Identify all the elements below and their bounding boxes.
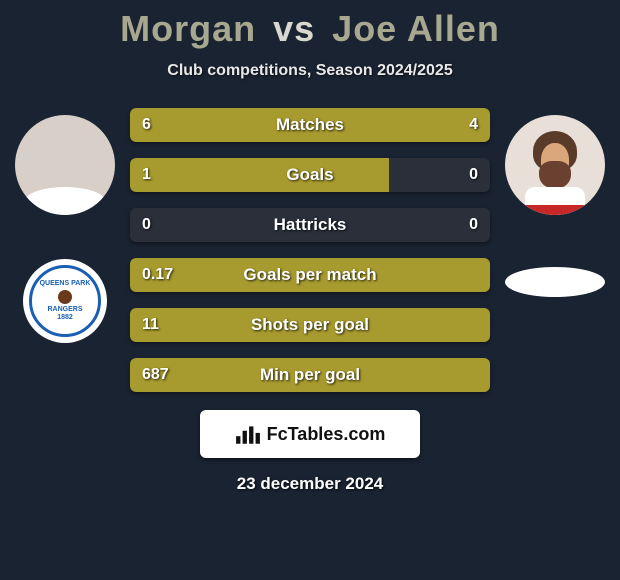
page-title: Morgan vs Joe Allen: [0, 8, 620, 50]
player-right-column: [500, 115, 610, 297]
crest-top-text: QUEENS PARK: [40, 280, 91, 288]
header: Morgan vs Joe Allen Club competitions, S…: [0, 0, 620, 80]
subtitle: Club competitions, Season 2024/2025: [0, 62, 620, 80]
stat-row: 11Shots per goal: [130, 308, 490, 342]
chart-bars-icon: [235, 423, 261, 445]
club-crest-left: QUEENS PARK RANGERS 1882: [23, 259, 107, 343]
stat-row: 0.17Goals per match: [130, 258, 490, 292]
stat-label: Goals: [130, 158, 490, 192]
title-player1: Morgan: [120, 8, 256, 49]
stat-row: 6Matches4: [130, 108, 490, 142]
title-vs: vs: [273, 8, 315, 49]
stat-label: Goals per match: [130, 258, 490, 292]
stat-label: Shots per goal: [130, 308, 490, 342]
attribution-text: FcTables.com: [267, 424, 386, 445]
player-left-photo: [15, 115, 115, 215]
stat-label: Min per goal: [130, 358, 490, 392]
stat-row: 0Hattricks0: [130, 208, 490, 242]
stat-value-right: 0: [469, 158, 478, 192]
player-left-column: QUEENS PARK RANGERS 1882: [10, 115, 120, 343]
title-player2: Joe Allen: [332, 8, 500, 49]
photo-placeholder-icon: [25, 187, 105, 215]
stat-value-right: 4: [469, 108, 478, 142]
player-right-photo: [505, 115, 605, 215]
stat-bars: 6Matches41Goals00Hattricks00.17Goals per…: [130, 108, 490, 392]
stat-row: 1Goals0: [130, 158, 490, 192]
attribution-badge: FcTables.com: [200, 410, 420, 458]
stat-label: Hattricks: [130, 208, 490, 242]
club-crest-right-placeholder: [505, 267, 605, 297]
stat-value-right: 0: [469, 208, 478, 242]
stat-label: Matches: [130, 108, 490, 142]
stat-row: 687Min per goal: [130, 358, 490, 392]
ball-icon: [58, 290, 72, 304]
club-crest-left-inner: QUEENS PARK RANGERS 1882: [29, 265, 101, 337]
date-text: 23 december 2024: [0, 474, 620, 494]
crest-bottom-text: RANGERS: [47, 306, 82, 314]
crest-year: 1882: [57, 314, 73, 322]
player-face-icon: [515, 125, 595, 215]
